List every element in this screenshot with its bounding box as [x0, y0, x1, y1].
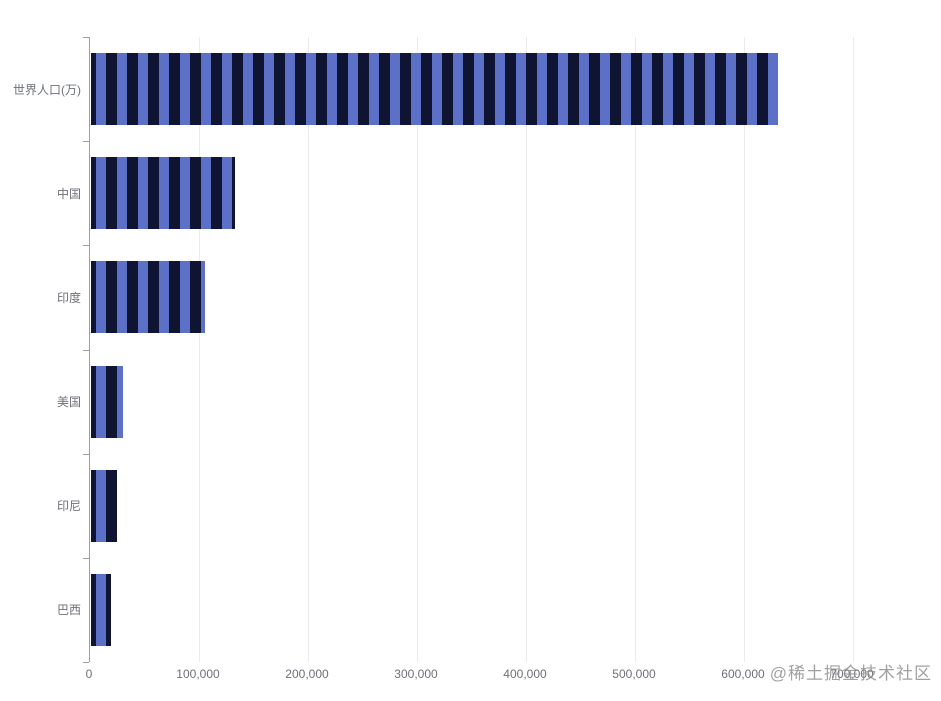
y-axis-label: 印尼 [56, 499, 81, 514]
x-axis-label: 400,000 [503, 667, 547, 681]
bar[interactable] [91, 573, 111, 646]
y-axis-tick [83, 453, 89, 455]
y-axis-label: 巴西 [56, 603, 81, 618]
x-axis-label: 200,000 [285, 667, 329, 681]
y-axis-label: 世界人口(万) [13, 82, 81, 97]
x-axis-label: 100,000 [176, 667, 220, 681]
x-axis-label: 500,000 [612, 667, 656, 681]
y-axis-tick [83, 662, 89, 663]
bar[interactable] [91, 53, 778, 126]
grid-line [526, 37, 527, 662]
bar[interactable] [91, 469, 117, 542]
y-axis-tick [83, 245, 89, 247]
x-axis-label: 600,000 [721, 667, 765, 681]
y-axis-tick [83, 349, 89, 351]
grid-line [635, 37, 636, 662]
grid-line [744, 37, 745, 662]
y-axis-label: 美国 [56, 395, 81, 410]
bar[interactable] [91, 157, 235, 230]
y-axis-tick [83, 37, 89, 38]
x-axis-label: 300,000 [394, 667, 438, 681]
grid-line [853, 37, 854, 662]
y-axis-tick [83, 141, 89, 143]
y-axis-label: 印度 [56, 290, 81, 305]
grid-line [417, 37, 418, 662]
y-axis: 世界人口(万) 中国 印度 美国 印尼 巴西 [0, 37, 81, 662]
x-axis-label: 0 [85, 667, 93, 681]
bar[interactable] [91, 365, 123, 438]
x-axis: 0 100,000 200,000 300,000 400,000 500,00… [85, 667, 874, 683]
bar[interactable] [91, 261, 206, 334]
x-axis-label: 700,000 [830, 667, 874, 681]
y-axis-tick [83, 557, 89, 559]
plot-area [83, 37, 854, 663]
grid-line [308, 37, 309, 662]
grid-line [199, 37, 200, 662]
y-axis-label: 中国 [56, 186, 81, 201]
